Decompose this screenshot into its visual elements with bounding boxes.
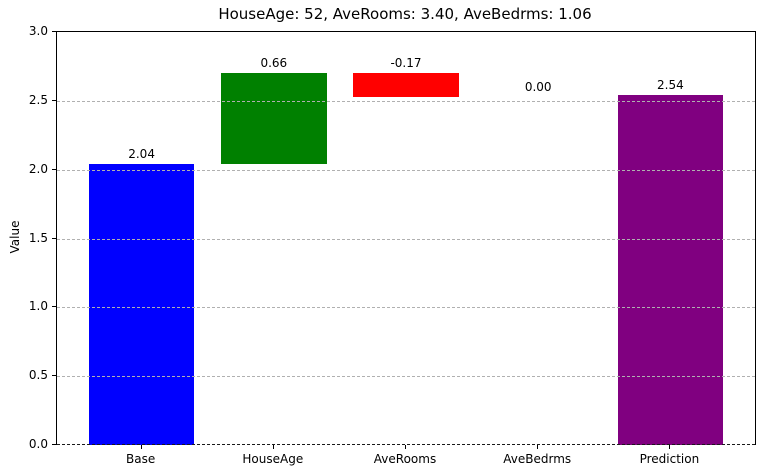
x-tick xyxy=(405,445,406,449)
y-tick xyxy=(52,168,56,170)
y-tick-label: 0.0 xyxy=(28,437,48,451)
x-tick xyxy=(272,445,274,449)
y-tick-label: 1.5 xyxy=(28,230,48,245)
bar-base xyxy=(88,164,195,445)
gridline xyxy=(57,238,755,240)
x-tick xyxy=(669,445,671,449)
x-tick xyxy=(537,445,539,449)
plot-area: 2.04 0.66 -0.17 0.00 2.54 xyxy=(56,31,756,445)
y-tick xyxy=(52,444,56,445)
y-tick xyxy=(52,306,56,308)
y-tick xyxy=(52,237,56,239)
bar-value-label-base: 2.04 xyxy=(128,147,155,162)
bar-houseage xyxy=(220,73,327,165)
x-tick-label-averooms: AveRooms xyxy=(373,452,437,466)
bar-averooms xyxy=(353,73,459,97)
chart-title: HouseAge: 52, AveRooms: 3.40, AveBedrms:… xyxy=(218,5,592,23)
x-tick-label-base: Base xyxy=(125,452,156,466)
y-tick-label: 2.5 xyxy=(28,92,48,107)
y-tick-label: 1.0 xyxy=(28,299,48,314)
y-tick-label: 2.0 xyxy=(28,161,48,176)
y-tick xyxy=(52,99,56,101)
x-tick-label-houseage: HouseAge xyxy=(242,452,304,466)
y-tick-label: 0.5 xyxy=(28,368,48,383)
bar-prediction xyxy=(617,95,724,445)
y-tick xyxy=(52,375,56,377)
x-tick xyxy=(140,445,142,449)
y-tick xyxy=(52,31,56,32)
zero-baseline xyxy=(57,444,755,445)
bar-value-label-avebedrms: 0.00 xyxy=(524,79,552,94)
gridline xyxy=(57,307,755,309)
gridline xyxy=(57,376,755,378)
bar-value-label-prediction: 2.54 xyxy=(657,78,684,93)
y-tick-label: 3.0 xyxy=(28,24,48,38)
x-tick-label-prediction: Prediction xyxy=(639,452,700,466)
gridline xyxy=(57,169,755,171)
x-tick-label-avebedrms: AveBedrms xyxy=(503,452,572,466)
bar-value-label-houseage: 0.66 xyxy=(260,56,288,71)
bar-value-label-averooms: -0.17 xyxy=(390,56,422,71)
gridline xyxy=(57,100,755,102)
